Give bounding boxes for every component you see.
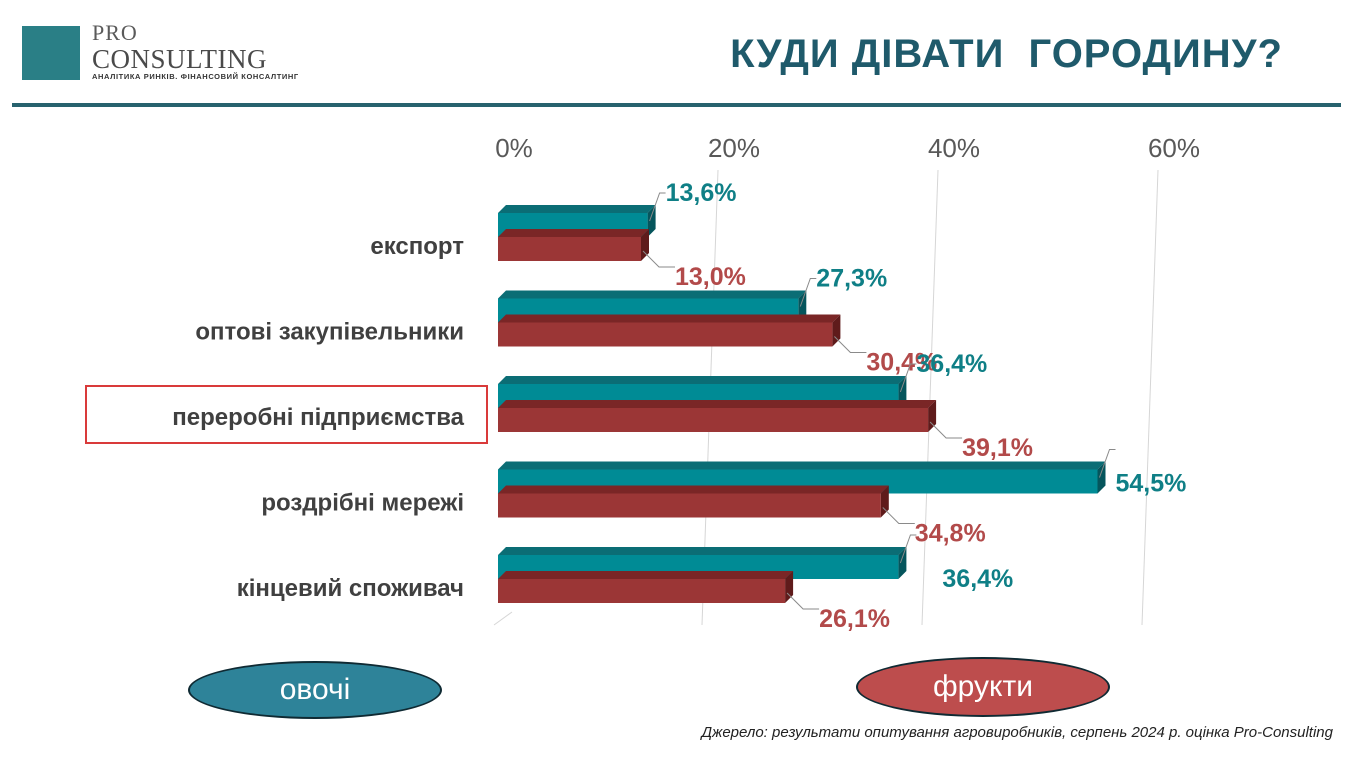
leader-line <box>929 421 963 439</box>
bar-top <box>498 290 807 299</box>
leader-line <box>786 592 820 610</box>
bar-top <box>498 571 794 579</box>
axis-base <box>493 611 513 626</box>
gridline <box>1141 169 1159 626</box>
logo: PRO CONSULTING АНАЛІТИКА РИНКІВ. ФІНАНСО… <box>22 22 322 84</box>
bar-fruits <box>498 579 786 603</box>
leader-line <box>642 250 675 268</box>
bar-side <box>898 547 907 579</box>
bar-top <box>498 547 907 555</box>
logo-company-name: CONSULTING <box>92 44 268 74</box>
leader-line <box>834 336 867 353</box>
legend-fruits: фрукти <box>856 657 1110 717</box>
bar-side <box>1097 461 1106 494</box>
x-tick-label: 0% <box>495 133 533 163</box>
data-label: 34,8% <box>915 520 986 548</box>
bar-side <box>880 485 889 518</box>
bar-side <box>641 229 649 261</box>
bar-side <box>785 571 794 603</box>
leader-line <box>649 192 666 222</box>
bar-fruits <box>498 237 641 261</box>
bar-top <box>498 485 889 494</box>
category-label: оптові закупівельники <box>195 319 464 346</box>
data-label: 36,4% <box>942 565 1013 593</box>
category-label: експорт <box>370 233 464 260</box>
bar-fruits <box>498 322 833 347</box>
source-note: Джерело: результати опитування агровироб… <box>701 724 1333 741</box>
data-label: 26,1% <box>819 605 890 633</box>
category-label: роздрібні мережі <box>261 490 464 517</box>
bar-side <box>928 400 937 432</box>
gridline <box>921 169 939 626</box>
category-label: кінцевий споживач <box>237 575 464 602</box>
bar-top <box>498 400 937 408</box>
bar-fruits <box>498 408 929 432</box>
bar-side <box>647 205 656 237</box>
bar-side <box>832 314 841 347</box>
category-label: переробні підприємства <box>172 404 464 431</box>
data-label: 54,5% <box>1116 470 1187 498</box>
data-label: 13,0% <box>675 263 746 291</box>
header-divider <box>12 103 1341 107</box>
logo-tagline: АНАЛІТИКА РИНКІВ. ФІНАНСОВИЙ КОНСАЛТИНГ <box>92 72 299 81</box>
bar-top <box>498 461 1106 470</box>
bar-top <box>498 314 841 323</box>
data-label: 39,1% <box>962 434 1033 462</box>
data-label: 27,3% <box>816 265 887 293</box>
page-title: КУДИ ДІВАТИ ГОРОДИНУ? <box>730 32 1283 76</box>
x-tick-label: 60% <box>1148 133 1200 163</box>
bar-top <box>498 376 907 384</box>
leader-line <box>899 534 917 564</box>
bar-top <box>498 205 656 213</box>
leader-line <box>882 507 915 524</box>
leader-line <box>899 363 917 393</box>
leader-line <box>1099 449 1116 478</box>
logo-pro-text: PRO <box>92 20 138 45</box>
leader-line <box>799 278 817 307</box>
data-label: 13,6% <box>666 179 737 207</box>
highlight-box <box>85 385 488 444</box>
x-tick-label: 20% <box>708 133 760 163</box>
bar-fruits <box>498 493 881 518</box>
bar-top <box>498 229 649 237</box>
data-label: 36,4% <box>916 350 987 378</box>
data-label: 30,4% <box>866 349 937 377</box>
x-tick-label: 40% <box>928 133 980 163</box>
rhino-logo-icon <box>22 26 80 80</box>
legend-vegetables: овочі <box>188 661 442 719</box>
